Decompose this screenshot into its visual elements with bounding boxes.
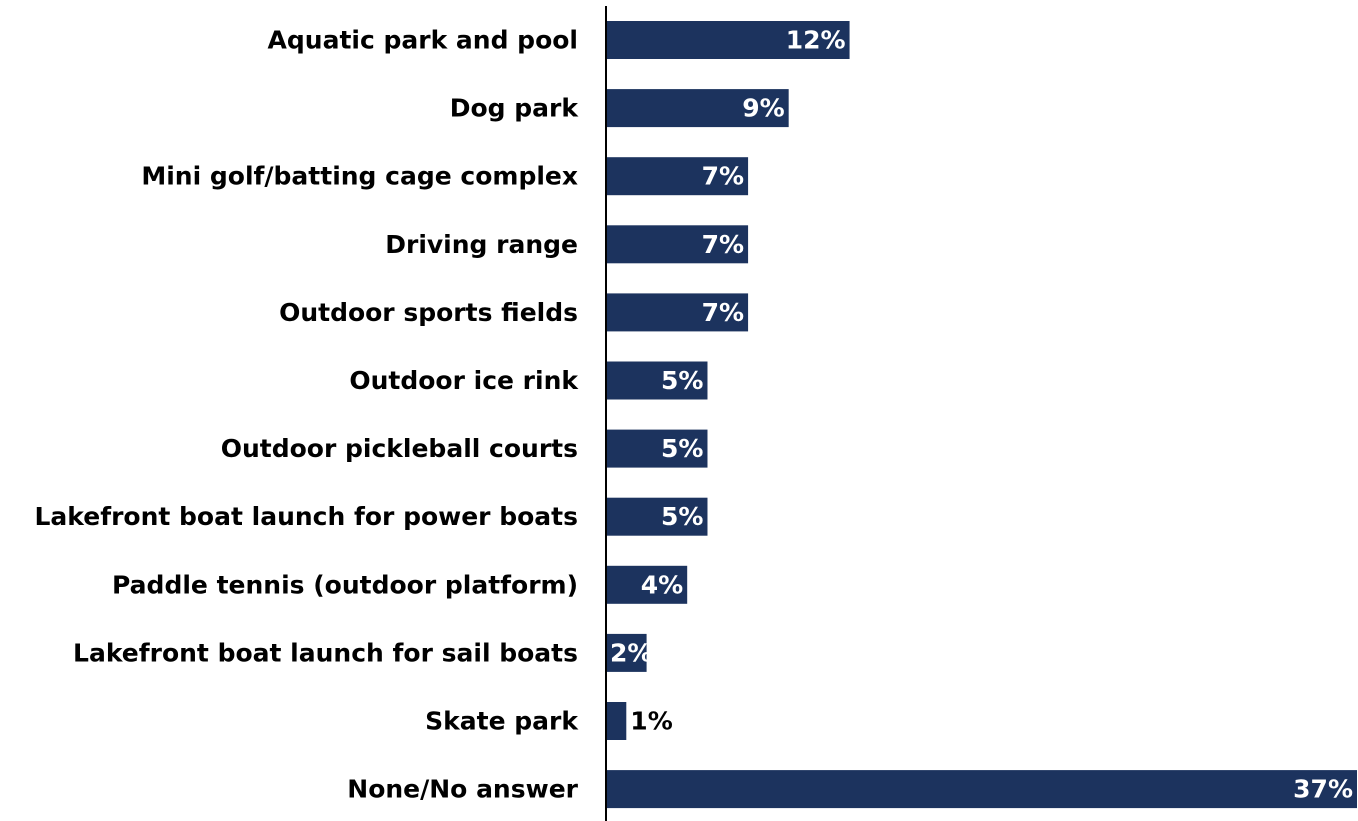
bar-aquatic-park-and-pool xyxy=(606,21,850,59)
category-label-none-no-answer: None/No answer xyxy=(347,775,578,804)
value-labels-group: 12% 9% 7% 7% 7% 5% 5% 5% 4% 2% 1% 37% xyxy=(610,26,1353,804)
value-label-lakefront-boat-launch-for-power-boats: 5% xyxy=(661,502,703,531)
value-label-paddle-tennis-outdoor-platform: 4% xyxy=(641,570,683,599)
bar-mini-golf-batting-cage-complex xyxy=(606,157,749,196)
value-label-lakefront-boat-launch-for-sail-boats: 2% xyxy=(610,638,652,667)
category-label-mini-golf-batting-cage-complex: Mini golf/batting cage complex xyxy=(141,162,578,191)
category-label-outdoor-sports-fields: Outdoor sports fields xyxy=(279,298,578,327)
category-label-lakefront-boat-launch-for-sail-boats: Lakefront boat launch for sail boats xyxy=(73,638,578,667)
value-label-outdoor-ice-rink: 5% xyxy=(661,366,703,395)
category-label-paddle-tennis-outdoor-platform: Paddle tennis (outdoor platform) xyxy=(112,570,578,599)
category-label-driving-range: Driving range xyxy=(385,230,578,259)
value-label-aquatic-park-and-pool: 12% xyxy=(786,26,846,55)
category-label-skate-park: Skate park xyxy=(425,707,579,736)
bar-dog-park xyxy=(606,89,789,128)
value-label-dog-park: 9% xyxy=(742,94,784,123)
category-labels-group: Aquatic park and pool Dog park Mini golf/b… xyxy=(34,26,579,804)
bar-driving-range xyxy=(606,225,749,264)
category-label-dog-park: Dog park xyxy=(450,94,580,123)
bar-lakefront-boat-launch-for-sail-boats xyxy=(606,633,647,672)
value-label-outdoor-sports-fields: 7% xyxy=(702,298,744,327)
value-label-skate-park: 1% xyxy=(630,707,672,736)
category-label-lakefront-boat-launch-for-power-boats: Lakefront boat launch for power boats xyxy=(34,502,578,531)
bar-lakefront-boat-launch-for-power-boats xyxy=(606,497,708,536)
bar-outdoor-pickleball-courts xyxy=(606,429,708,468)
value-label-driving-range: 7% xyxy=(702,230,744,259)
bar-outdoor-sports-fields xyxy=(606,293,749,332)
category-label-outdoor-pickleball-courts: Outdoor pickleball courts xyxy=(221,434,578,463)
value-label-outdoor-pickleball-courts: 5% xyxy=(661,434,703,463)
category-label-outdoor-ice-rink: Outdoor ice rink xyxy=(349,366,579,395)
bar-none-no-answer xyxy=(606,770,1357,809)
bars-group xyxy=(606,21,1357,809)
bar-skate-park xyxy=(606,702,627,740)
category-label-aquatic-park-and-pool: Aquatic park and pool xyxy=(268,26,578,55)
value-label-none-no-answer: 37% xyxy=(1293,775,1353,804)
bar-outdoor-ice-rink xyxy=(606,361,708,400)
bar-paddle-tennis-outdoor-platform xyxy=(606,565,688,604)
value-label-mini-golf-batting-cage-complex: 7% xyxy=(702,162,744,191)
